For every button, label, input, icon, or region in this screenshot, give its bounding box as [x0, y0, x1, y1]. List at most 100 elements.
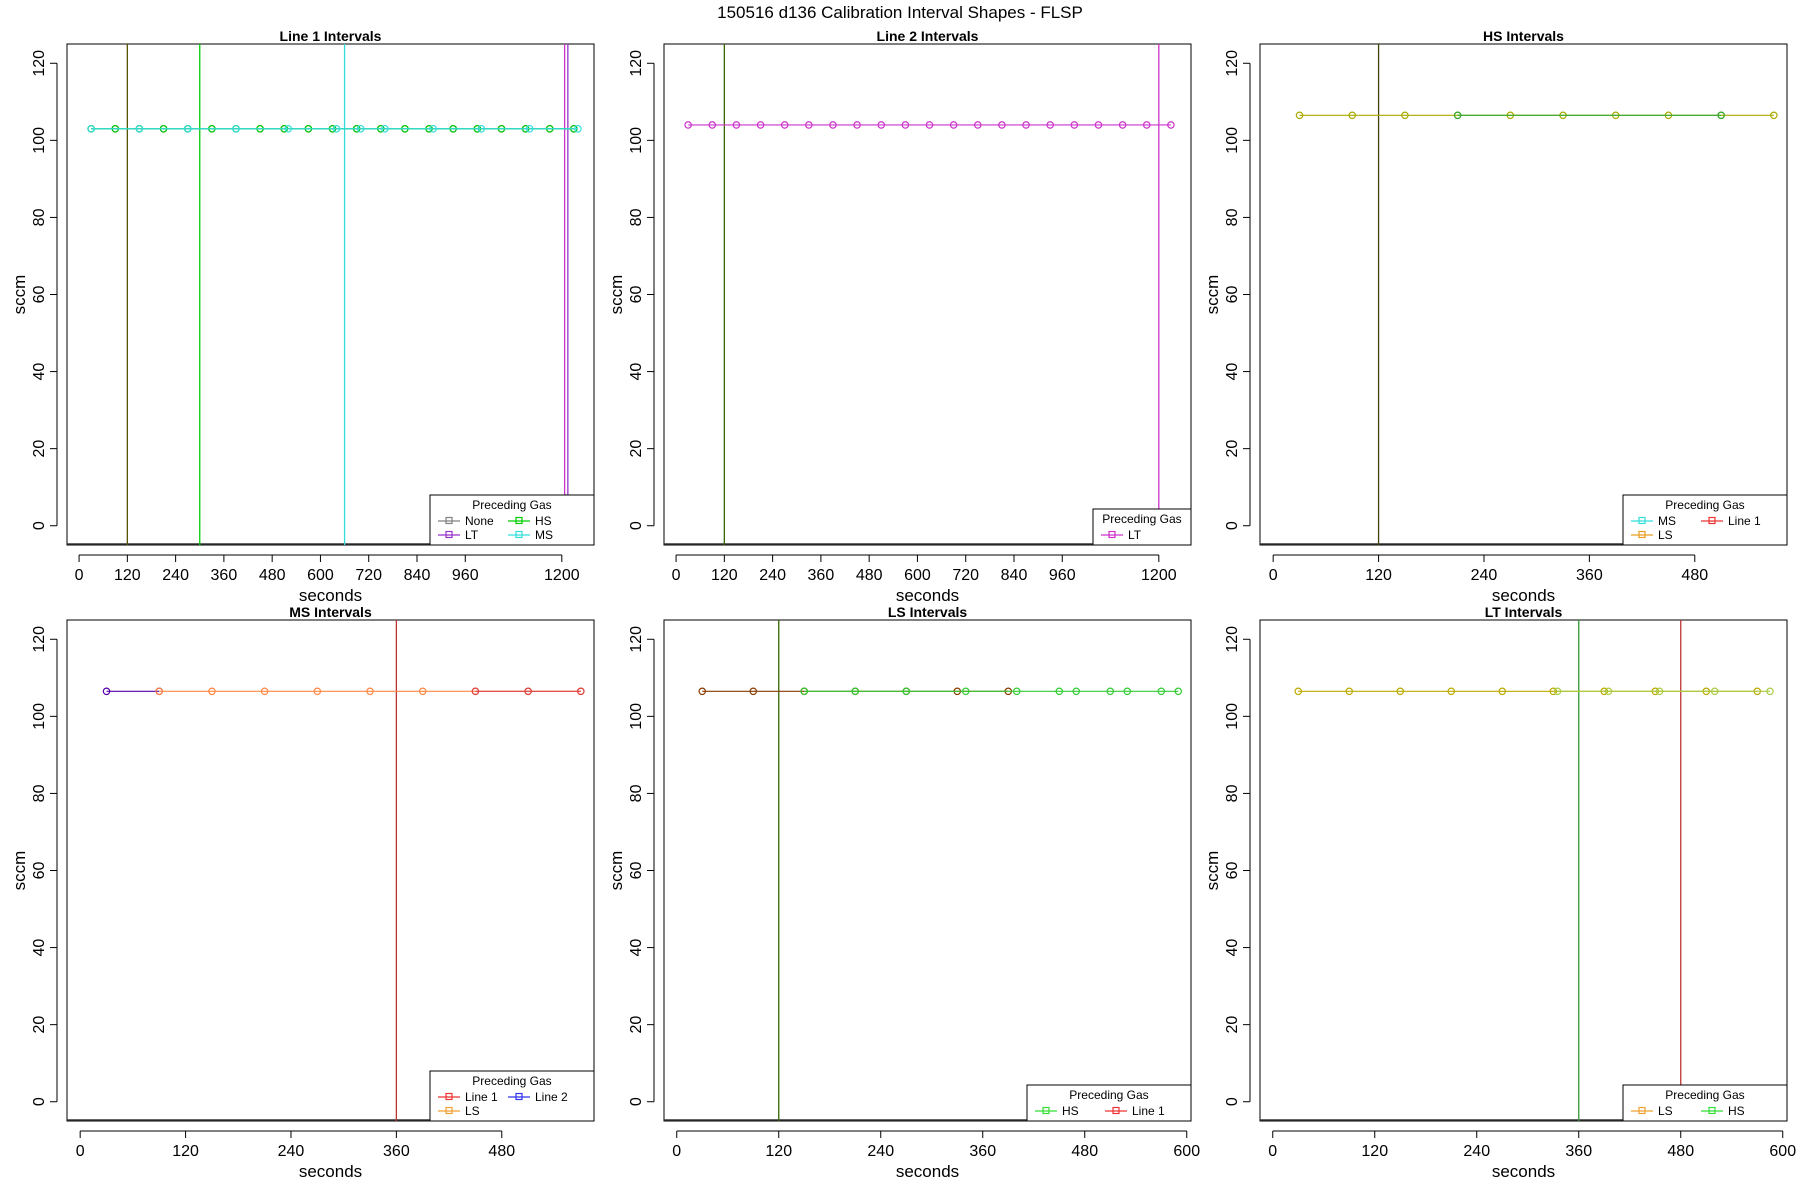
legend-swatch-marker: [515, 516, 523, 525]
y-axis-label: sccm: [10, 851, 29, 891]
y-tick-label: 0: [1224, 1097, 1241, 1106]
x-tick-label: 240: [867, 1143, 894, 1160]
plot-frame: [663, 43, 1192, 546]
y-tick-label: 60: [31, 862, 48, 880]
legend-swatch-marker: [1638, 1106, 1646, 1115]
legend-swatch-marker: [445, 1092, 453, 1101]
panel-title: LS Intervals: [888, 604, 968, 620]
data-point: [1498, 687, 1507, 696]
x-tick-label: 240: [759, 567, 786, 584]
data-point: [429, 124, 437, 133]
data-point: [877, 121, 886, 129]
data-point: [1553, 687, 1562, 696]
y-tick-label: 120: [1224, 626, 1241, 653]
data-point: [525, 124, 534, 133]
data-point: [1046, 121, 1054, 129]
y-tick-label: 80: [31, 784, 48, 802]
x-tick-label: 480: [488, 1143, 515, 1160]
legend-label: None: [465, 514, 494, 528]
legend-swatch-marker: [445, 530, 453, 539]
legend-title: Preceding Gas: [472, 498, 551, 512]
data-point: [1345, 687, 1354, 696]
figure-title: 150516 d136 Calibration Interval Shapes …: [717, 3, 1083, 22]
y-tick-label: 100: [1224, 127, 1241, 154]
y-tick-label: 80: [628, 208, 645, 226]
legend-title: Preceding Gas: [1102, 512, 1181, 526]
y-tick-label: 20: [1224, 440, 1241, 458]
data-point: [732, 121, 741, 129]
data-point: [902, 687, 911, 696]
plot-frame: [663, 619, 1192, 1122]
panel-title: Line 2 Intervals: [877, 28, 979, 44]
legend-box: [429, 1070, 595, 1122]
legend-label: LT: [465, 528, 479, 542]
y-axis-label: sccm: [1203, 275, 1222, 315]
y-tick-label: 0: [628, 521, 645, 530]
x-tick-label: 600: [1769, 1143, 1796, 1160]
y-tick-label: 120: [1224, 50, 1241, 77]
y-tick-label: 0: [31, 521, 48, 530]
x-tick-label: 960: [1049, 567, 1076, 584]
y-tick-label: 100: [1224, 703, 1241, 730]
legend-box: [1092, 508, 1192, 546]
data-point: [961, 687, 970, 696]
y-tick-label: 20: [1224, 1016, 1241, 1034]
data-point: [381, 124, 389, 133]
x-tick-label: 0: [672, 567, 681, 584]
data-point: [313, 687, 322, 696]
data-point: [829, 121, 837, 129]
legend-swatch-marker: [515, 1092, 523, 1101]
y-tick-label: 20: [31, 440, 48, 458]
data-point: [1295, 111, 1304, 120]
data-point: [366, 687, 374, 696]
legend-swatch-marker: [1638, 516, 1646, 525]
data-point: [183, 124, 192, 133]
x-tick-label: 120: [1361, 1143, 1388, 1160]
x-tick-label: 240: [162, 567, 189, 584]
x-tick-label: 360: [969, 1143, 996, 1160]
data-point: [1453, 111, 1462, 120]
data-point: [471, 687, 480, 696]
data-point: [853, 121, 861, 129]
legend-label: HS: [1062, 1104, 1079, 1118]
x-tick-label: 1200: [544, 567, 580, 584]
panel-5: LS Intervals 0 120 240 360 480 600 seconds 0 20 40…: [607, 604, 1200, 1181]
y-tick-label: 0: [31, 1097, 48, 1106]
data-point: [155, 687, 164, 696]
data-point: [805, 121, 813, 129]
legend-swatch-marker: [1638, 530, 1646, 539]
legend-label: MS: [1658, 514, 1676, 528]
data-point: [1766, 687, 1774, 696]
y-tick-label: 120: [628, 50, 645, 77]
data-point: [574, 124, 582, 133]
data-point: [684, 121, 692, 129]
x-tick-label: 480: [1667, 1143, 1694, 1160]
y-tick-label: 120: [628, 626, 645, 653]
legend-swatch-marker: [1042, 1106, 1050, 1115]
x-tick-label: 960: [452, 567, 479, 584]
legend: Preceding Gas LS HS: [1622, 1084, 1788, 1122]
data-point: [284, 124, 293, 133]
x-tick-label: 360: [808, 567, 835, 584]
x-tick-label: 480: [1071, 1143, 1098, 1160]
data-point: [418, 687, 427, 696]
legend-label: Line 1: [1728, 514, 1761, 528]
data-point: [901, 121, 910, 129]
x-tick-label: 0: [75, 567, 84, 584]
x-tick-label: 240: [1463, 1143, 1490, 1160]
x-axis-label: seconds: [1492, 1162, 1555, 1181]
y-tick-label: 80: [628, 784, 645, 802]
data-point: [1717, 111, 1725, 120]
panel-title: MS Intervals: [289, 604, 372, 620]
y-axis-label: sccm: [10, 275, 29, 315]
y-tick-label: 60: [31, 286, 48, 304]
data-point: [356, 124, 365, 133]
legend-label: Line 1: [465, 1090, 498, 1104]
x-tick-label: 120: [172, 1143, 199, 1160]
y-tick-label: 0: [628, 1097, 645, 1106]
x-tick-label: 720: [355, 567, 382, 584]
